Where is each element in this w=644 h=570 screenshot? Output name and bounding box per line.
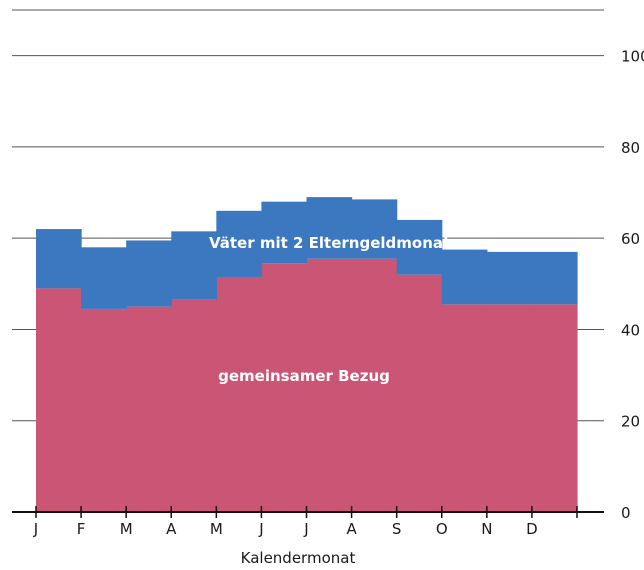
area-s0-2 bbox=[126, 306, 172, 512]
x-tick-label-7: A bbox=[346, 520, 357, 538]
x-tick-label-6: J bbox=[303, 520, 308, 538]
area-s0-8 bbox=[396, 274, 443, 512]
y-tick-label-40: 40 bbox=[621, 321, 640, 339]
area-s1-8 bbox=[396, 219, 443, 275]
x-tick-label-2: M bbox=[120, 520, 133, 538]
area-s1-10 bbox=[486, 251, 533, 305]
area-s1-5 bbox=[261, 201, 308, 264]
x-axis-title: Kalendermonat bbox=[241, 549, 356, 567]
area-s0-7 bbox=[351, 258, 398, 512]
y-axis-tick-labels: 0 20 40 60 80 100 bbox=[621, 48, 644, 522]
stacked-areas bbox=[36, 197, 578, 512]
x-tick-label-1: F bbox=[77, 520, 86, 538]
area-s0-5 bbox=[261, 263, 308, 512]
x-tick-label-8: S bbox=[392, 520, 402, 538]
x-tick-label-10: N bbox=[481, 520, 492, 538]
y-tick-label-60: 60 bbox=[621, 230, 640, 248]
area-s1-11 bbox=[531, 251, 578, 305]
x-tick-label-0: J bbox=[33, 520, 38, 538]
x-tick-label-5: J bbox=[258, 520, 263, 538]
y-tick-label-20: 20 bbox=[621, 413, 640, 431]
area-s0-11 bbox=[531, 304, 578, 512]
series-label-vaeter: Väter mit 2 Elterngeldmonaten bbox=[209, 234, 471, 252]
area-s0-9 bbox=[441, 304, 488, 512]
x-tick-label-3: A bbox=[166, 520, 177, 538]
x-axis bbox=[12, 506, 604, 518]
area-s1-0 bbox=[36, 229, 82, 289]
area-s1-6 bbox=[306, 197, 353, 259]
y-tick-label-0: 0 bbox=[621, 504, 631, 522]
area-s0-10 bbox=[486, 304, 533, 512]
y-tick-label-100: 100 bbox=[621, 48, 644, 66]
x-tick-label-9: O bbox=[436, 520, 448, 538]
x-tick-label-4: M bbox=[210, 520, 223, 538]
area-s0-3 bbox=[171, 299, 217, 512]
area-s1-4 bbox=[216, 210, 263, 277]
series-label-gemeinsamer-bezug: gemeinsamer Bezug bbox=[218, 367, 390, 385]
area-s1-1 bbox=[81, 247, 127, 309]
area-s0-1 bbox=[81, 308, 127, 512]
y-tick-label-80: 80 bbox=[621, 139, 640, 157]
area-s1-7 bbox=[351, 199, 398, 259]
area-s0-4 bbox=[216, 276, 263, 512]
area-s1-2 bbox=[126, 240, 172, 307]
x-tick-label-11: D bbox=[526, 520, 538, 538]
area-s0-6 bbox=[306, 258, 353, 512]
area-s1-9 bbox=[441, 249, 488, 305]
area-s0-0 bbox=[36, 288, 82, 512]
area-s1-3 bbox=[171, 231, 217, 300]
